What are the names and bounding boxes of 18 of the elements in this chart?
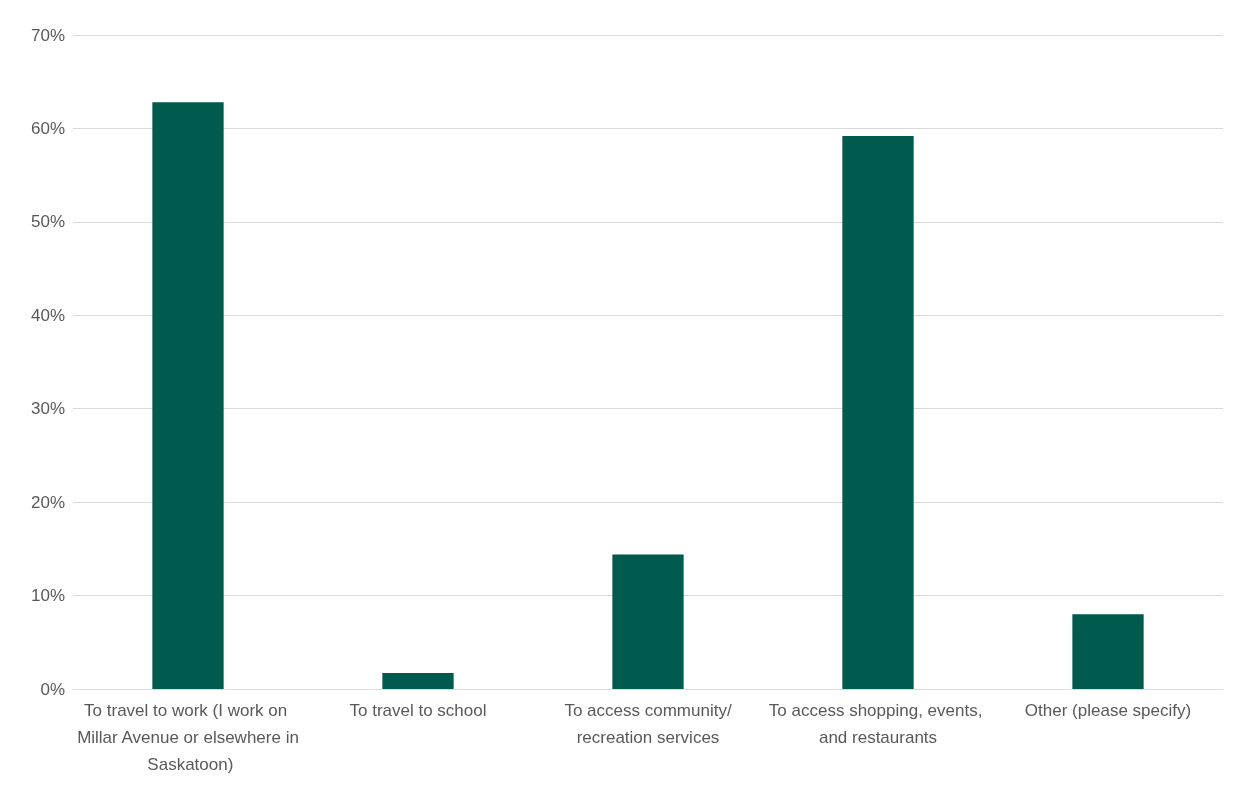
y-tick-label: 70% [30,25,65,45]
bar [382,673,454,689]
y-tick-label: 60% [30,118,65,138]
x-tick-label: To access community/recreation services [564,701,732,747]
y-tick-label: 30% [30,399,65,419]
y-tick-label: 0% [40,679,65,699]
y-tick-label: 40% [30,305,65,325]
y-tick-label: 50% [30,212,65,232]
bar [152,102,224,689]
x-tick-label: Other (please specify) [1024,701,1192,720]
bar [1072,614,1144,689]
y-tick-label: 10% [30,586,65,606]
bar [612,554,684,689]
x-tick-label: To travel to work (I work on Millar Avenue or elsewhere in Saskatoon) [77,701,299,774]
x-tick-label: To access shopping, events, and restaurants [768,701,988,747]
x-tick-label: To travel to school [349,701,487,720]
bar [842,135,914,689]
y-tick-label: 20% [30,492,65,512]
